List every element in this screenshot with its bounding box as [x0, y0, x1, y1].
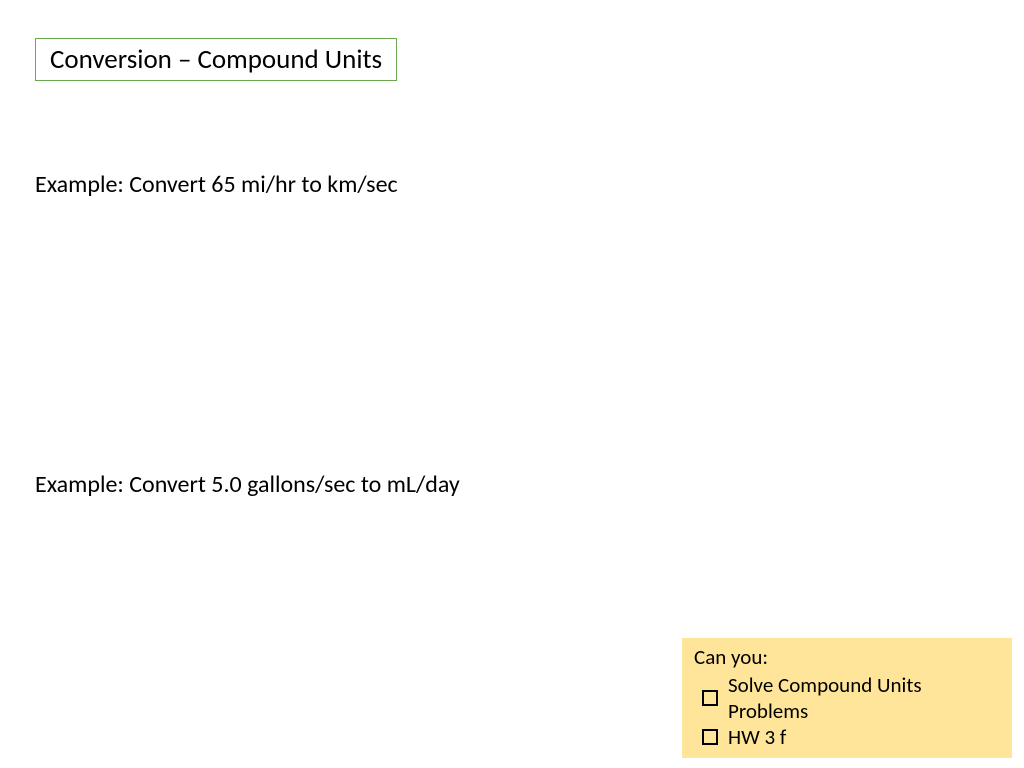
title-box: Conversion – Compound Units — [35, 38, 397, 81]
checkbox-icon — [702, 729, 718, 745]
check-item-label: HW 3 f — [728, 724, 786, 750]
slide-title: Conversion – Compound Units — [50, 43, 382, 76]
check-item: HW 3 f — [702, 724, 1000, 750]
checkbox-icon — [702, 690, 718, 706]
can-you-box: Can you: Solve Compound Units Problems H… — [682, 638, 1012, 758]
can-you-heading: Can you: — [694, 644, 1000, 670]
example-2-text: Example: Convert 5.0 gallons/sec to mL/d… — [35, 470, 460, 499]
check-item-label: Solve Compound Units Problems — [728, 672, 1000, 724]
example-1-text: Example: Convert 65 mi/hr to km/sec — [35, 170, 398, 199]
check-item: Solve Compound Units Problems — [702, 672, 1000, 724]
